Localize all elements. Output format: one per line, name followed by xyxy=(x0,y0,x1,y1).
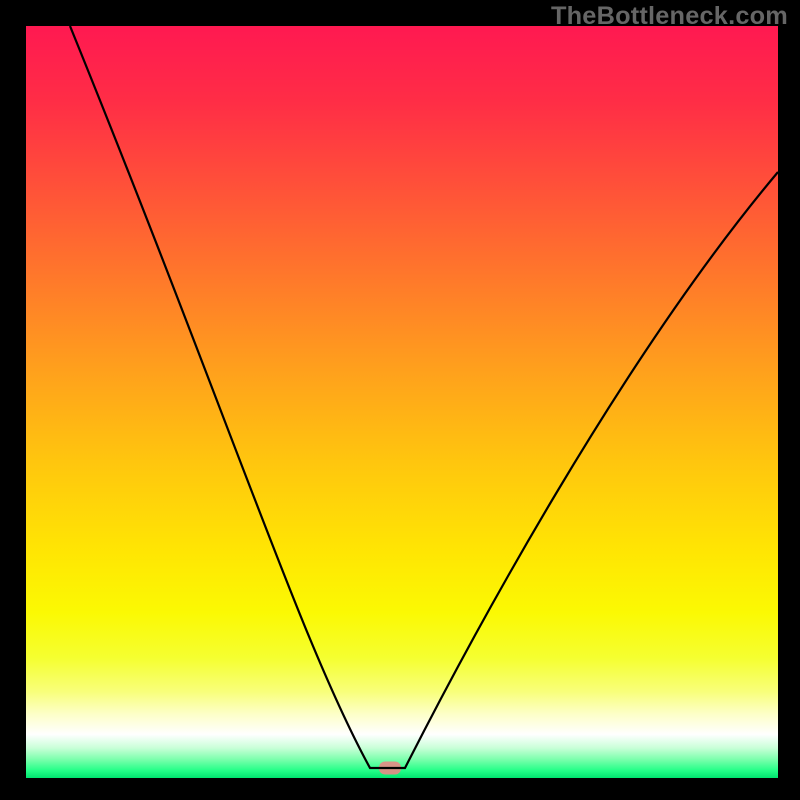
bottleneck-chart xyxy=(0,0,800,800)
watermark-text: TheBottleneck.com xyxy=(551,2,788,31)
plot-background xyxy=(26,26,778,778)
chart-frame: TheBottleneck.com xyxy=(0,0,800,800)
